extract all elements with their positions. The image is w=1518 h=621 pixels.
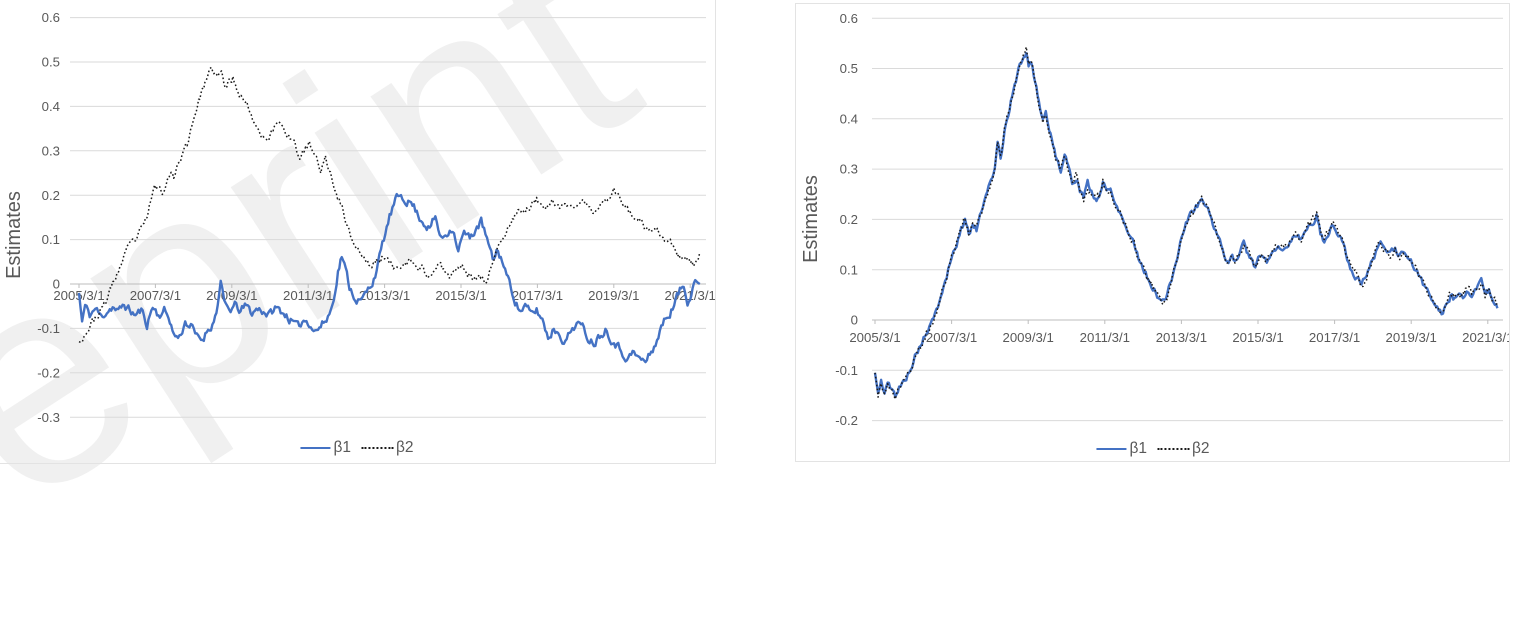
legend-label: β2 <box>396 439 414 456</box>
y-tick-label: 0.2 <box>42 188 60 203</box>
x-tick-label: 2013/3/1 <box>359 288 410 303</box>
x-tick-label: 2021/3/1 <box>1462 330 1509 345</box>
dotted-line-swatch <box>361 447 393 449</box>
y-tick-label: 0 <box>53 277 60 292</box>
x-tick-label: 2015/3/1 <box>1232 330 1283 345</box>
tick-labels: 0.6 0.5 0.4 0.3 0.2 0.1 0 -0.1 -0.2 2005/3/1 2007/… <box>835 11 1509 428</box>
y-tick-label: 0.2 <box>840 212 858 227</box>
gridlines <box>872 17 1503 422</box>
x-tick-label: 2017/3/1 <box>1309 330 1360 345</box>
legend-label: β1 <box>1129 440 1147 457</box>
y-tick-label: 0.4 <box>840 111 858 126</box>
dotted-line-swatch <box>1157 448 1189 450</box>
y-tick-label: -0.2 <box>37 365 60 380</box>
x-tick-label: 2005/3/1 <box>849 330 900 345</box>
right-chart-svg: 0.6 0.5 0.4 0.3 0.2 0.1 0 -0.1 -0.2 2005/3/1 2007/… <box>835 11 1509 428</box>
y-tick-label: -0.3 <box>37 410 60 425</box>
x-tick-label: 2011/3/1 <box>283 288 333 303</box>
x-tick-label: 2007/3/1 <box>926 330 977 345</box>
x-tick-label: 2011/3/1 <box>1080 330 1130 345</box>
x-tick-label: 2015/3/1 <box>435 288 486 303</box>
legend-item-β1: β1 <box>300 439 351 457</box>
series-line-β1 <box>77 192 701 364</box>
y-tick-label: 0.6 <box>42 10 60 25</box>
y-tick-label: 0.4 <box>42 99 60 114</box>
x-tick-label: 2017/3/1 <box>512 288 563 303</box>
y-tick-label: 0.5 <box>42 55 60 70</box>
legend-item-β1: β1 <box>1096 440 1147 458</box>
solid-line-swatch <box>300 447 331 449</box>
series-line-β2 <box>78 66 701 344</box>
left-chart-panel: Estimates β1 β2 0.6 0.5 0.4 0.3 0.2 0.1 0 -0.1 -0… <box>0 0 716 464</box>
y-tick-label: 0.3 <box>42 143 60 158</box>
series-line-β1 <box>873 52 1499 399</box>
x-tick-label: 2013/3/1 <box>1156 330 1207 345</box>
right-chart-legend: β1 β2 <box>1096 440 1210 458</box>
y-tick-label: 0.3 <box>840 162 858 177</box>
legend-label: β1 <box>333 439 351 456</box>
left-chart-legend: β1 β2 <box>300 439 414 457</box>
y-tick-label: 0.1 <box>42 232 60 247</box>
x-tick-label: 2009/3/1 <box>206 288 257 303</box>
x-tick-label: 2019/3/1 <box>1386 330 1437 345</box>
legend-item-β2: β2 <box>1157 440 1210 458</box>
legend-item-β2: β2 <box>361 439 414 457</box>
legend-label: β2 <box>1192 440 1210 457</box>
y-tick-label: 0.6 <box>840 11 858 26</box>
solid-line-swatch <box>1096 448 1127 450</box>
x-tick-label: 2009/3/1 <box>1003 330 1054 345</box>
x-tick-label: 2019/3/1 <box>588 288 639 303</box>
y-tick-label: 0 <box>851 313 858 328</box>
series-line-β2 <box>874 46 1498 400</box>
x-tick-label: 2021/3/1 <box>665 288 715 303</box>
y-tick-label: -0.1 <box>835 363 858 378</box>
gridlines <box>70 17 706 418</box>
y-tick-label: -0.1 <box>37 321 60 336</box>
right-chart-panel: Estimates β1 β2 0.6 0.5 0.4 0.3 0.2 0.1 0 -0.1 -0… <box>795 3 1510 462</box>
y-tick-label: 0.5 <box>840 61 858 76</box>
y-tick-label: 0.1 <box>840 262 858 277</box>
x-tick-label: 2007/3/1 <box>130 288 181 303</box>
y-tick-label: -0.2 <box>835 413 858 428</box>
